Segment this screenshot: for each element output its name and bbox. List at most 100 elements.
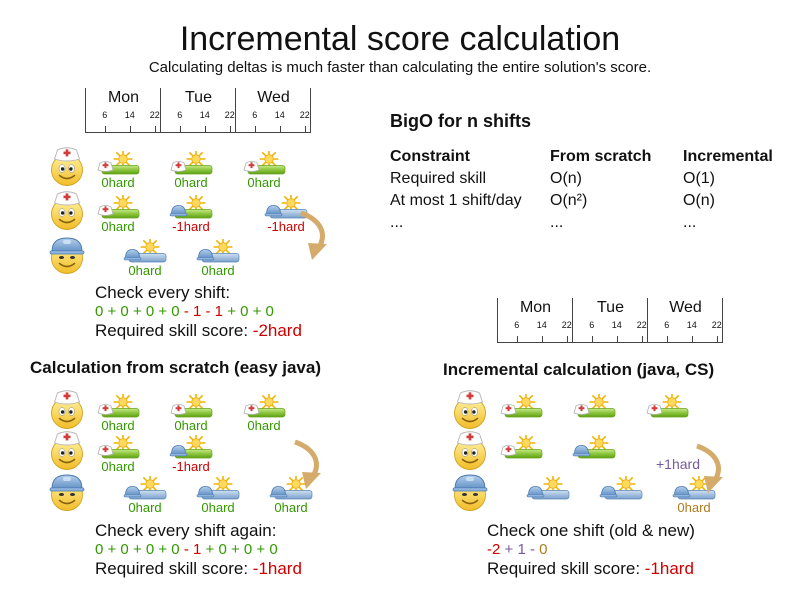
hour-tick bbox=[279, 126, 281, 132]
score-label: Required skill score: bbox=[95, 559, 253, 578]
hour-tick bbox=[591, 336, 593, 342]
page-title: Incremental score calculation bbox=[179, 20, 621, 58]
day-label: Mon bbox=[107, 89, 140, 106]
score-label: Required skill score: bbox=[487, 559, 645, 578]
avatar-builder bbox=[47, 235, 87, 275]
score-formula: -2 + 1 - 0 bbox=[487, 540, 695, 559]
shift-score-label: 0hard bbox=[677, 500, 711, 515]
shift-score-label: 0hard bbox=[174, 418, 208, 433]
shift-score-label: 0hard bbox=[128, 263, 162, 278]
bigo-column-header: Constraint bbox=[390, 148, 470, 165]
bigo-column-header: Incremental bbox=[683, 148, 773, 165]
formula-segment: 0 + 0 + 0 + 0 bbox=[95, 541, 184, 558]
day-label: Wed bbox=[669, 299, 702, 316]
day-label: Tue bbox=[185, 89, 212, 106]
formula-segment: + 0 + 0 + 0 bbox=[205, 541, 278, 558]
timeline-day-mon: Mon 6 14 22 bbox=[85, 88, 161, 132]
formula-segment: -2 bbox=[487, 541, 501, 558]
hour-label: 14 bbox=[124, 110, 135, 120]
score-value: -2hard bbox=[252, 321, 302, 340]
day-label: Wed bbox=[257, 89, 290, 106]
shift-icon-nurse-green bbox=[241, 151, 287, 179]
shift-icon-builder-green bbox=[168, 195, 214, 223]
bigo-cell: O(n) bbox=[683, 192, 715, 209]
avatar-builder bbox=[47, 472, 87, 512]
bigo-cell: ... bbox=[683, 214, 697, 231]
hour-tick bbox=[154, 126, 156, 132]
score-line: Required skill score: -1hard bbox=[487, 559, 695, 578]
shift-icon-nurse-green bbox=[168, 394, 214, 422]
timeline-day-wed: Wed 6 14 22 bbox=[647, 298, 723, 342]
shift-score-label: 0hard bbox=[201, 500, 235, 515]
shift-icon-nurse-green bbox=[571, 394, 617, 422]
score-value: -1hard bbox=[252, 559, 302, 578]
day-label: Mon bbox=[519, 299, 552, 316]
shift-score-label: -1hard bbox=[172, 219, 210, 234]
hour-label: 14 bbox=[536, 320, 547, 330]
score-value: -1hard bbox=[644, 559, 694, 578]
hour-tick bbox=[566, 336, 568, 342]
hour-label: 22 bbox=[299, 110, 310, 120]
shift-icon-nurse-green bbox=[95, 151, 141, 179]
check-label: Check one shift (old & new) bbox=[487, 521, 695, 540]
hour-tick bbox=[104, 126, 106, 132]
hour-label: 6 bbox=[102, 110, 108, 120]
shift-icon-nurse-green bbox=[95, 435, 141, 463]
hour-label: 22 bbox=[224, 110, 235, 120]
hour-tick bbox=[516, 336, 518, 342]
avatar-nurse bbox=[450, 390, 490, 430]
bigo-cell: O(n²) bbox=[550, 192, 588, 209]
shift-score-label: -1hard bbox=[172, 459, 210, 474]
formula-segment: - 1 bbox=[183, 541, 206, 558]
shift-icon-builder-blue bbox=[122, 476, 168, 504]
shift-icon-builder-green bbox=[168, 435, 214, 463]
check-label: Check every shift: bbox=[95, 283, 231, 302]
check-label: Check every shift again: bbox=[95, 521, 277, 540]
hour-label: 22 bbox=[561, 320, 572, 330]
formula-segment: + 0 + 0 bbox=[227, 303, 274, 320]
shift-score-label: 0hard bbox=[101, 219, 135, 234]
hour-tick bbox=[716, 336, 718, 342]
hour-tick bbox=[129, 126, 131, 132]
hour-tick bbox=[666, 336, 668, 342]
timeline-day-tue: Tue 6 14 22 bbox=[572, 298, 648, 342]
shift-icon-nurse-green bbox=[95, 394, 141, 422]
score-line: Required skill score: -2hard bbox=[95, 321, 302, 340]
score-formula: 0 + 0 + 0 + 0 - 1 + 0 + 0 + 0 bbox=[95, 540, 302, 559]
delta-score-label: +1hard bbox=[656, 456, 700, 472]
shift-icon-nurse-green bbox=[498, 394, 544, 422]
hour-label: 14 bbox=[199, 110, 210, 120]
hour-label: 22 bbox=[636, 320, 647, 330]
score-formula: 0 + 0 + 0 + 0 - 1 - 1 + 0 + 0 bbox=[95, 302, 302, 321]
hour-label: 22 bbox=[711, 320, 722, 330]
bigo-cell: O(1) bbox=[683, 170, 715, 187]
hour-tick bbox=[204, 126, 206, 132]
shift-icon-builder-blue bbox=[268, 476, 314, 504]
shift-icon-builder-blue bbox=[195, 239, 241, 267]
shift-icon-nurse-green bbox=[241, 394, 287, 422]
hour-label: 22 bbox=[149, 110, 160, 120]
hour-label: 6 bbox=[664, 320, 670, 330]
shift-icon-nurse-green bbox=[498, 435, 544, 463]
bigo-table: Constraint From scratch Incremental Require… bbox=[390, 146, 800, 234]
shift-score-label: 0hard bbox=[101, 459, 135, 474]
shift-icon-builder-blue bbox=[598, 476, 644, 504]
calendar-header-left: Mon 6 14 22 Tue 6 14 22 Wed 6 14 22 bbox=[85, 88, 311, 133]
hour-label: 6 bbox=[589, 320, 595, 330]
section-heading-incremental: Incremental calculation (java, CS) bbox=[443, 360, 715, 379]
bigo-cell: Required skill bbox=[390, 170, 487, 187]
curved-arrow-icon bbox=[300, 210, 327, 260]
hour-tick bbox=[254, 126, 256, 132]
hour-tick bbox=[304, 126, 306, 132]
formula-segment: - bbox=[525, 541, 540, 558]
shift-score-label: 0hard bbox=[247, 418, 281, 433]
avatar-nurse bbox=[450, 431, 490, 471]
avatar-nurse bbox=[47, 431, 87, 471]
shift-icon-builder-blue bbox=[195, 476, 241, 504]
day-label: Tue bbox=[597, 299, 624, 316]
hour-label: 14 bbox=[611, 320, 622, 330]
hour-label: 6 bbox=[252, 110, 258, 120]
hour-tick bbox=[691, 336, 693, 342]
timeline-day-wed: Wed 6 14 22 bbox=[235, 88, 311, 132]
incremental-result-block: Check one shift (old & new) -2 + 1 - 0 R… bbox=[487, 521, 695, 578]
